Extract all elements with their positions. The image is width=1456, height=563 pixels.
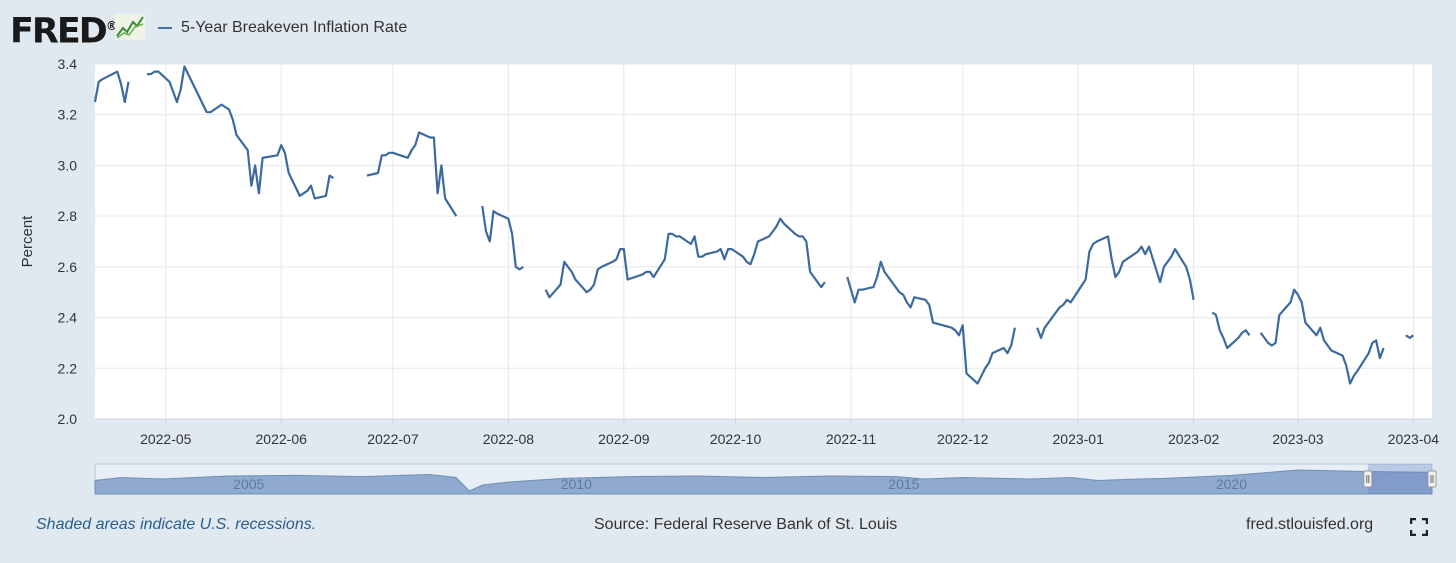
navigator-year-label: 2020 xyxy=(1216,476,1247,492)
recession-note: Shaded areas indicate U.S. recessions. xyxy=(36,516,317,533)
series-segment xyxy=(366,131,458,217)
chart-header: FRED® 5-Year Breakeven Inflation Rate xyxy=(0,0,1456,58)
series-segment xyxy=(544,217,826,299)
x-tick-label: 2023-01 xyxy=(1053,431,1105,447)
range-navigator[interactable]: 2005 2010 2015 2020 xyxy=(94,463,1437,495)
x-tick-label: 2022-06 xyxy=(256,431,308,447)
plot-background xyxy=(95,64,1432,419)
y-tick-label: 3.0 xyxy=(58,157,78,173)
series-segment xyxy=(1211,311,1251,350)
y-tick-label: 2.8 xyxy=(58,208,78,224)
x-tick-label: 2022-08 xyxy=(483,431,535,447)
line-chart-icon xyxy=(115,14,145,40)
fullscreen-icon[interactable] xyxy=(1410,518,1428,536)
navigator-handle-right[interactable] xyxy=(1427,470,1437,488)
x-tick-label: 2023-03 xyxy=(1272,431,1324,447)
series-segment xyxy=(1259,288,1385,385)
series-line[interactable] xyxy=(93,65,1415,385)
y-tick-label: 2.4 xyxy=(58,310,78,326)
series-segment xyxy=(1405,334,1415,339)
y-tick-label: 2.2 xyxy=(58,360,78,376)
legend-series-label: 5-Year Breakeven Inflation Rate xyxy=(181,19,408,36)
y-tick-label: 2.6 xyxy=(58,259,78,275)
registered-mark: ® xyxy=(105,19,118,33)
chart-legend[interactable]: 5-Year Breakeven Inflation Rate xyxy=(158,16,407,40)
x-tick-label: 2023-02 xyxy=(1168,431,1220,447)
x-tick-label: 2022-10 xyxy=(710,431,762,447)
y-tick-label: 2.0 xyxy=(58,411,78,427)
source-note: Source: Federal Reserve Bank of St. Loui… xyxy=(594,516,898,533)
x-tick-label: 2022-07 xyxy=(367,431,419,447)
navigator-year-label: 2015 xyxy=(888,476,919,492)
series-segment xyxy=(846,260,1016,385)
x-tick-label: 2023-04 xyxy=(1388,431,1440,447)
y-axis: 2.0 2.2 2.4 2.6 2.8 3.0 3.2 3.4 xyxy=(58,56,78,427)
x-axis: 2022-05 2022-06 2022-07 2022-08 2022-09 2022-… xyxy=(95,418,1440,447)
navigator-series xyxy=(94,469,1433,495)
series-segment xyxy=(147,65,335,200)
y-tick-label: 3.2 xyxy=(58,107,78,123)
series-segment xyxy=(93,70,130,104)
legend-swatch xyxy=(158,27,172,29)
logo-text: FRED xyxy=(10,11,108,52)
navigator-year-label: 2005 xyxy=(233,476,264,492)
y-axis-title: Percent xyxy=(19,215,36,268)
series-segment xyxy=(481,205,524,271)
y-tick-label: 3.4 xyxy=(58,56,78,72)
x-tick-label: 2022-09 xyxy=(598,431,650,447)
navigator-year-label: 2010 xyxy=(561,476,592,492)
chart-area[interactable]: 2.0 2.2 2.4 2.6 2.8 3.0 3.2 3.4 Percent 2022-05… xyxy=(0,50,1456,502)
x-tick-label: 2022-11 xyxy=(826,431,877,447)
navigator-handle-left[interactable] xyxy=(1363,470,1373,488)
series-segment xyxy=(1036,235,1195,339)
x-tick-label: 2022-12 xyxy=(937,431,989,447)
x-tick-label: 2022-05 xyxy=(140,431,192,447)
navigator-selection[interactable] xyxy=(1367,464,1432,494)
fred-logo[interactable]: FRED® xyxy=(10,6,118,52)
chart-footer: Shaded areas indicate U.S. recessions. S… xyxy=(0,506,1456,546)
site-link[interactable]: fred.stlouisfed.org xyxy=(1246,516,1374,533)
